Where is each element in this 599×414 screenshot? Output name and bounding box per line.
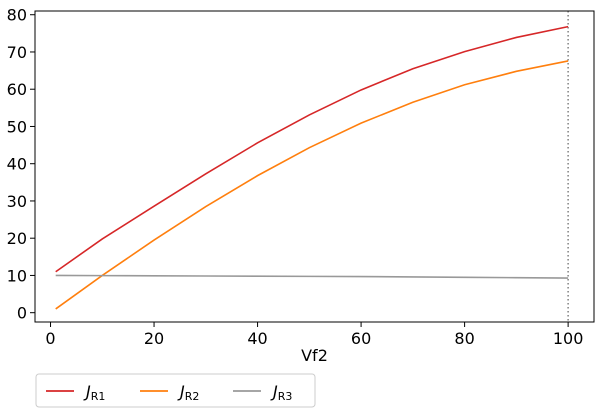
legend-box [35, 373, 316, 408]
series-line-r2 [55, 60, 569, 310]
plot-area [34, 10, 595, 323]
series-line-r3 [55, 274, 569, 279]
legend-entry-r2: JR2 [177, 382, 199, 403]
x-tick-label: 0 [45, 329, 55, 348]
y-tick-label: 80 [7, 6, 27, 25]
x-tick-label: 20 [144, 329, 164, 348]
x-tick-label: 100 [553, 329, 584, 348]
y-tick-label: 20 [7, 229, 27, 248]
x-tick-label: 60 [351, 329, 371, 348]
x-axis-title: Vf2 [301, 346, 328, 365]
x-tick-label: 40 [247, 329, 267, 348]
plot-frame [34, 10, 595, 323]
x-tick-label: 80 [454, 329, 474, 348]
legend-entry-r3: JR3 [270, 382, 292, 403]
legend-entry-r1: JR1 [83, 382, 105, 403]
y-tick-label: 60 [7, 80, 27, 99]
y-tick-label: 50 [7, 117, 27, 136]
y-tick-label: 40 [7, 155, 27, 174]
series-line-r1 [55, 25, 569, 273]
y-tick-label: 0 [17, 304, 27, 323]
y-tick-label: 70 [7, 43, 27, 62]
y-axis: 0 10 20 30 40 50 60 70 80 [7, 6, 35, 323]
legend: JR1 JR2 JR3 [35, 373, 316, 408]
y-tick-label: 30 [7, 192, 27, 211]
x-axis: 0 20 40 60 80 100 [45, 322, 583, 348]
y-tick-label: 10 [7, 266, 27, 285]
